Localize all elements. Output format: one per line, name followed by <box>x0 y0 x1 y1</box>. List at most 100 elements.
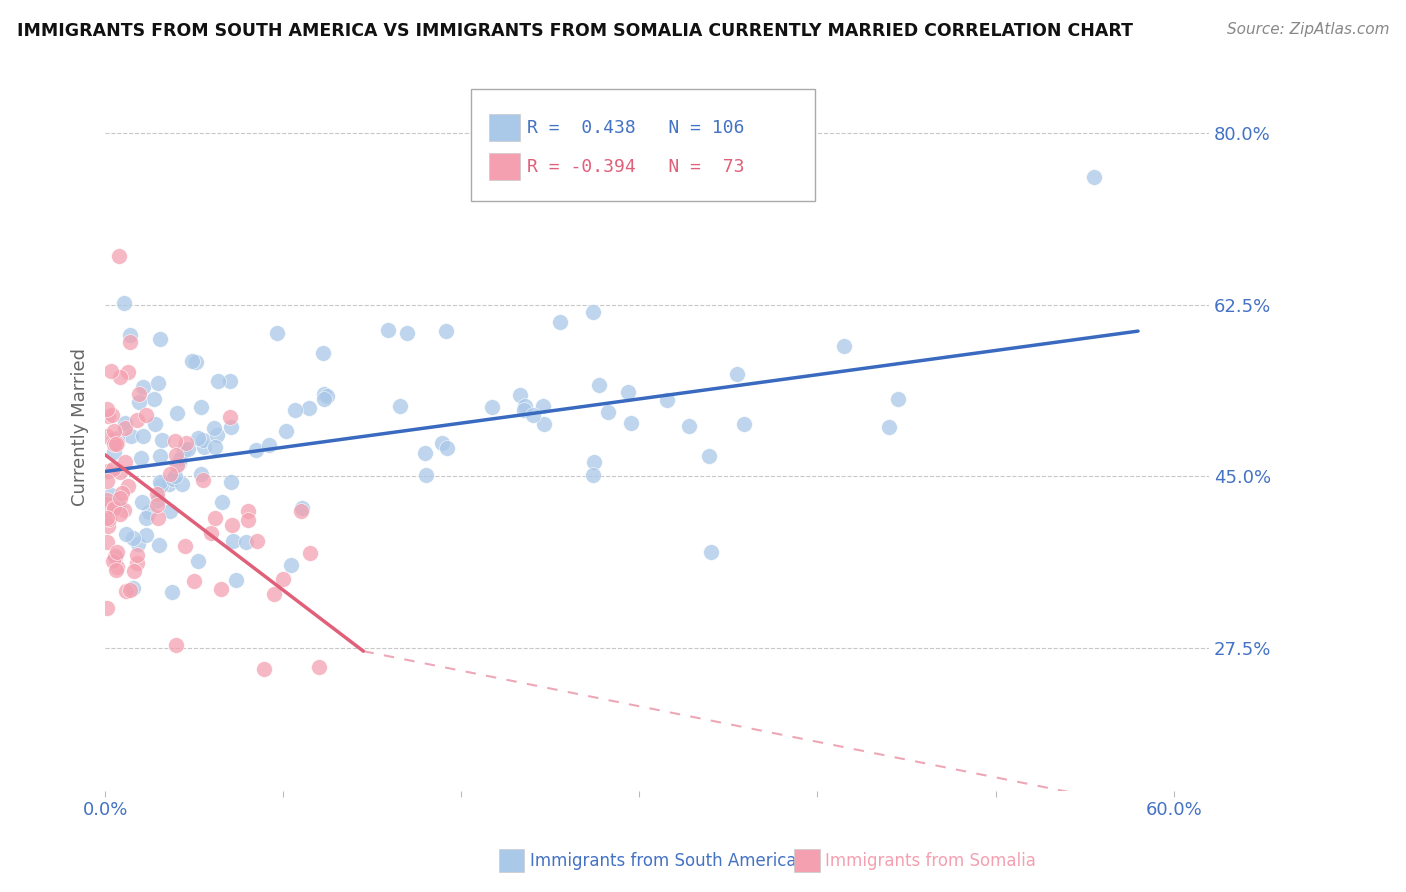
Point <box>96 492 118 507</box>
Point <box>193 440 215 454</box>
Point <box>204 511 226 525</box>
Point <box>598 405 620 419</box>
Point <box>97 409 120 423</box>
Point <box>209 582 232 597</box>
Point <box>513 402 536 417</box>
Point <box>146 376 169 391</box>
Point <box>236 504 259 518</box>
Point <box>103 501 125 516</box>
Point <box>221 420 243 434</box>
Point <box>150 433 173 447</box>
Point <box>115 526 138 541</box>
Point <box>219 475 242 489</box>
Point <box>190 400 212 414</box>
Point <box>114 421 136 435</box>
Point <box>413 446 436 460</box>
Point <box>218 374 240 388</box>
Point <box>184 355 207 369</box>
Point <box>177 442 200 457</box>
Text: Source: ZipAtlas.com: Source: ZipAtlas.com <box>1226 22 1389 37</box>
Point <box>127 537 149 551</box>
Point <box>125 413 148 427</box>
Point <box>619 416 641 430</box>
Point <box>146 510 169 524</box>
Point <box>111 485 134 500</box>
Point <box>174 539 197 553</box>
Point <box>388 399 411 413</box>
Point <box>877 420 900 434</box>
Point <box>138 506 160 520</box>
Point <box>124 564 146 578</box>
Point <box>145 487 167 501</box>
Text: Immigrants from Somalia: Immigrants from Somalia <box>825 852 1036 870</box>
Point <box>101 554 124 568</box>
Point <box>107 249 129 263</box>
Point <box>191 473 214 487</box>
Point <box>284 403 307 417</box>
Point <box>96 535 118 549</box>
Text: Immigrants from South America: Immigrants from South America <box>530 852 797 870</box>
Point <box>105 545 128 559</box>
Point <box>583 455 606 469</box>
Point <box>522 409 544 423</box>
Point <box>103 445 125 459</box>
Point <box>165 448 187 462</box>
Point <box>207 374 229 388</box>
Point <box>298 546 321 560</box>
Point <box>121 581 143 595</box>
Point <box>173 443 195 458</box>
Text: IMMIGRANTS FROM SOUTH AMERICA VS IMMIGRANTS FROM SOMALIA CURRENTLY MARRIED CORRE: IMMIGRANTS FROM SOUTH AMERICA VS IMMIGRA… <box>17 22 1133 40</box>
Point <box>107 498 129 512</box>
Point <box>120 334 142 349</box>
Point <box>96 601 118 615</box>
Point <box>190 467 212 481</box>
Text: R =  0.438   N = 106: R = 0.438 N = 106 <box>527 119 745 136</box>
Point <box>211 495 233 509</box>
Point <box>183 574 205 588</box>
Point <box>316 389 339 403</box>
Point <box>103 501 125 516</box>
Point <box>114 417 136 431</box>
Point <box>533 417 555 432</box>
Point <box>96 475 118 489</box>
Point <box>104 549 127 563</box>
Point <box>290 504 312 518</box>
Point <box>143 417 166 431</box>
Point <box>112 503 135 517</box>
Point <box>103 437 125 451</box>
Point <box>415 468 437 483</box>
Point <box>159 477 181 491</box>
Point <box>266 326 288 340</box>
Point <box>725 368 748 382</box>
Point <box>120 327 142 342</box>
Point <box>100 363 122 377</box>
Point <box>395 326 418 341</box>
Point <box>218 410 240 425</box>
Y-axis label: Currently Married: Currently Married <box>72 349 89 507</box>
Point <box>832 339 855 353</box>
Point <box>131 495 153 509</box>
Point <box>97 512 120 526</box>
Point <box>110 369 132 384</box>
Point <box>145 498 167 512</box>
Point <box>308 660 330 674</box>
Point <box>733 417 755 431</box>
Point <box>312 392 335 407</box>
Point <box>160 584 183 599</box>
Point <box>104 563 127 577</box>
Point <box>180 354 202 368</box>
Point <box>110 465 132 479</box>
Point <box>101 462 124 476</box>
Point <box>280 558 302 573</box>
Point <box>166 406 188 420</box>
Point <box>205 428 228 442</box>
Point <box>117 365 139 379</box>
Point <box>103 432 125 446</box>
Point <box>225 573 247 587</box>
Point <box>148 475 170 489</box>
Point <box>112 296 135 310</box>
Point <box>314 387 336 401</box>
Point <box>169 452 191 467</box>
Point <box>96 429 118 443</box>
Point <box>291 501 314 516</box>
